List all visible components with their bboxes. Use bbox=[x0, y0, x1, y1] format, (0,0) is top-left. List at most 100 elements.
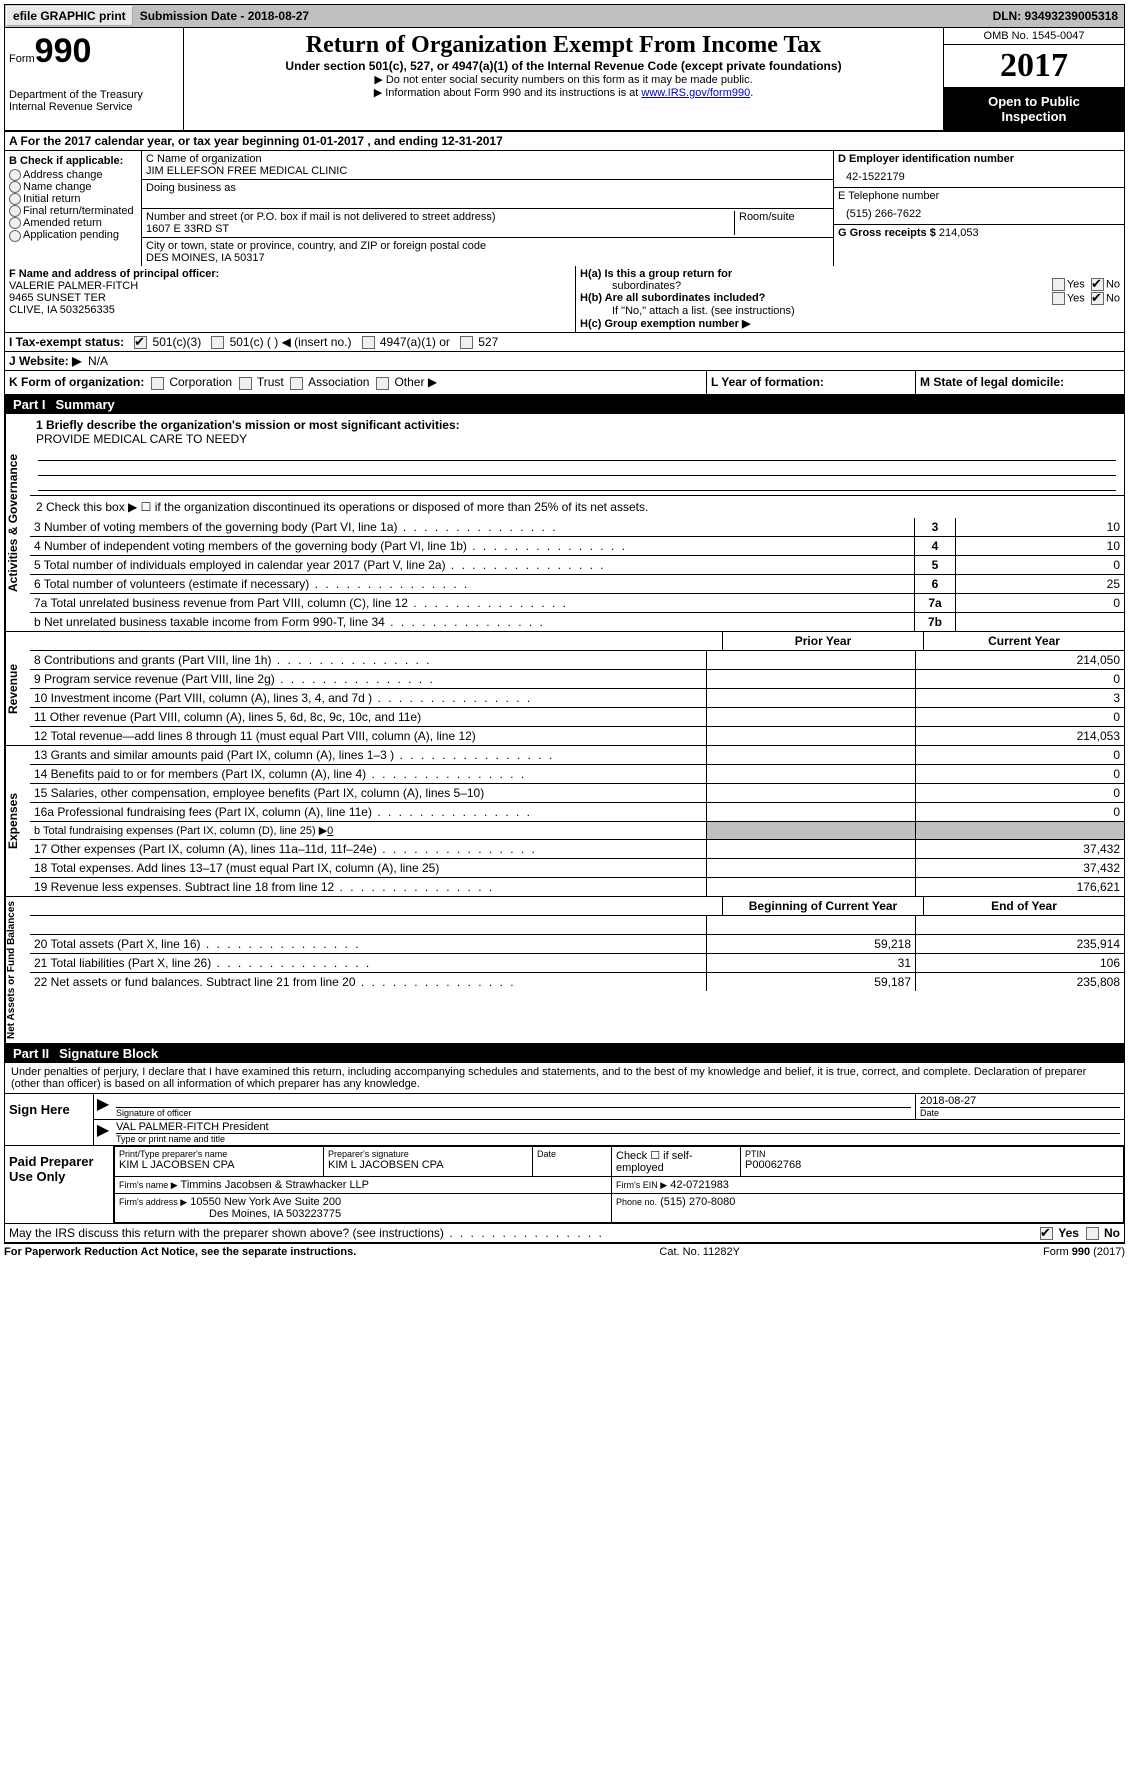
firm-name-label: Firm's name ▶ bbox=[119, 1180, 178, 1190]
gross-receipts-label: G Gross receipts $ bbox=[838, 227, 936, 239]
section-f-h: F Name and address of principal officer:… bbox=[4, 266, 1125, 333]
prep-name-label: Print/Type preparer's name bbox=[119, 1149, 319, 1159]
hb-no-label: No bbox=[1106, 292, 1120, 304]
l-label: L Year of formation: bbox=[711, 375, 824, 389]
r11: 11 Other revenue (Part VIII, column (A),… bbox=[30, 708, 706, 726]
discuss-yes-label: Yes bbox=[1058, 1226, 1079, 1240]
assoc-checkbox[interactable] bbox=[290, 377, 303, 390]
amended-return-label: Amended return bbox=[23, 217, 102, 229]
e20v: 235,914 bbox=[915, 935, 1124, 953]
other-checkbox[interactable] bbox=[376, 377, 389, 390]
form-number: 990 bbox=[35, 32, 92, 70]
row-klm: K Form of organization: Corporation Trus… bbox=[4, 371, 1125, 394]
e14: 14 Benefits paid to or for members (Part… bbox=[30, 765, 706, 783]
discuss-row: May the IRS discuss this return with the… bbox=[4, 1224, 1125, 1243]
hb-no-checkbox[interactable] bbox=[1091, 292, 1104, 305]
hc-label: H(c) Group exemption number ▶ bbox=[580, 318, 750, 330]
row-i: I Tax-exempt status: 501(c)(3) 501(c) ( … bbox=[4, 333, 1125, 352]
footer-left: For Paperwork Reduction Act Notice, see … bbox=[4, 1246, 356, 1258]
prior-year-header: Prior Year bbox=[722, 632, 923, 650]
info-prefix: ▶ Information about Form 990 and its ins… bbox=[374, 87, 642, 99]
sig-date-label: Date bbox=[920, 1108, 1120, 1118]
revenue-section: Revenue Prior YearCurrent Year 8 Contrib… bbox=[4, 632, 1125, 746]
paid-preparer-label: Paid Preparer Use Only bbox=[5, 1146, 114, 1223]
n7b: 7b bbox=[914, 613, 955, 631]
discuss-no-checkbox[interactable] bbox=[1086, 1227, 1099, 1240]
sig-officer-label: Signature of officer bbox=[116, 1108, 911, 1118]
part-1-header: Part I Summary bbox=[4, 395, 1125, 414]
header-center: Return of Organization Exempt From Incom… bbox=[184, 28, 943, 130]
irs-link[interactable]: www.IRS.gov/form990 bbox=[641, 87, 750, 99]
org-name-label: C Name of organization bbox=[146, 153, 829, 165]
officer-name: VALERIE PALMER-FITCH bbox=[9, 280, 571, 292]
part-2-num: Part II bbox=[13, 1046, 49, 1061]
a22: 22 Net assets or fund balances. Subtract… bbox=[30, 973, 706, 991]
hb-note: If "No," attach a list. (see instruction… bbox=[580, 305, 1120, 317]
v7b bbox=[955, 613, 1124, 631]
4947-checkbox[interactable] bbox=[362, 336, 375, 349]
v7a: 0 bbox=[955, 594, 1124, 612]
corp-checkbox[interactable] bbox=[151, 377, 164, 390]
address-change-radio[interactable] bbox=[9, 169, 21, 181]
header-left: Form990 Department of the Treasury Inter… bbox=[5, 28, 184, 130]
v5: 0 bbox=[955, 556, 1124, 574]
m-label: M State of legal domicile: bbox=[920, 375, 1064, 389]
street-label: Number and street (or P.O. box if mail i… bbox=[146, 211, 734, 223]
cy15: 0 bbox=[915, 784, 1124, 802]
footer: For Paperwork Reduction Act Notice, see … bbox=[4, 1243, 1125, 1260]
cy9: 0 bbox=[915, 670, 1124, 688]
e16b: b Total fundraising expenses (Part IX, c… bbox=[30, 822, 706, 839]
open-to-public: Open to Public Inspection bbox=[944, 88, 1124, 130]
initial-return-radio[interactable] bbox=[9, 193, 21, 205]
ein-value: 42-1522179 bbox=[838, 165, 1120, 185]
part-1-num: Part I bbox=[13, 397, 46, 412]
hb-yes-checkbox[interactable] bbox=[1052, 292, 1065, 305]
ha-yes-label: Yes bbox=[1067, 278, 1085, 290]
trust-checkbox[interactable] bbox=[239, 377, 252, 390]
signature-block: Under penalties of perjury, I declare th… bbox=[4, 1063, 1125, 1224]
block-bcdeg: B Check if applicable: Address change Na… bbox=[4, 151, 1125, 266]
ptin-label: PTIN bbox=[745, 1149, 1119, 1159]
activities-governance-section: Activities & Governance 1 Briefly descri… bbox=[4, 414, 1125, 632]
sig-date: 2018-08-27 bbox=[920, 1095, 1120, 1108]
name-change-label: Name change bbox=[23, 181, 92, 193]
q6: 6 Total number of volunteers (estimate i… bbox=[30, 575, 914, 593]
ha-yes-checkbox[interactable] bbox=[1052, 278, 1065, 291]
dba-label: Doing business as bbox=[146, 182, 829, 194]
officer-label: F Name and address of principal officer: bbox=[9, 268, 219, 280]
part-2-title: Signature Block bbox=[59, 1046, 158, 1061]
cy11: 0 bbox=[915, 708, 1124, 726]
name-change-radio[interactable] bbox=[9, 181, 21, 193]
expenses-tab: Expenses bbox=[5, 746, 30, 896]
4947-label: 4947(a)(1) or bbox=[380, 335, 450, 349]
r12: 12 Total revenue—add lines 8 through 11 … bbox=[30, 727, 706, 745]
application-pending-radio[interactable] bbox=[9, 230, 21, 242]
e21v: 106 bbox=[915, 954, 1124, 972]
firm-ein-label: Firm's EIN ▶ bbox=[616, 1180, 667, 1190]
firm-name: Timmins Jacobsen & Strawhacker LLP bbox=[181, 1179, 370, 1191]
501c3-label: 501(c)(3) bbox=[153, 335, 202, 349]
amended-return-radio[interactable] bbox=[9, 217, 21, 229]
prep-phone: (515) 270-8080 bbox=[660, 1196, 735, 1208]
prep-sig-label: Preparer's signature bbox=[328, 1149, 528, 1159]
q4: 4 Number of independent voting members o… bbox=[30, 537, 914, 555]
header-right: OMB No. 1545-0047 2017 Open to Public In… bbox=[943, 28, 1124, 130]
e13: 13 Grants and similar amounts paid (Part… bbox=[30, 746, 706, 764]
discuss-yes-checkbox[interactable] bbox=[1040, 1227, 1053, 1240]
final-return-radio[interactable] bbox=[9, 205, 21, 217]
phone-label: E Telephone number bbox=[838, 190, 1120, 202]
e18: 18 Total expenses. Add lines 13–17 (must… bbox=[30, 859, 706, 877]
527-checkbox[interactable] bbox=[460, 336, 473, 349]
cy10: 3 bbox=[915, 689, 1124, 707]
efile-print-button[interactable]: efile GRAPHIC print bbox=[6, 6, 133, 26]
arrow-icon-2: ▶ bbox=[94, 1120, 112, 1145]
n4: 4 bbox=[914, 537, 955, 555]
prep-name: KIM L JACOBSEN CPA bbox=[119, 1159, 319, 1171]
activities-tab: Activities & Governance bbox=[5, 414, 30, 631]
501c-checkbox[interactable] bbox=[211, 336, 224, 349]
j-label: J Website: ▶ bbox=[9, 354, 81, 368]
e22v: 235,808 bbox=[915, 973, 1124, 991]
501c3-checkbox[interactable] bbox=[134, 336, 147, 349]
q2-text: 2 Check this box ▶ ☐ if the organization… bbox=[36, 500, 648, 514]
i-label: I Tax-exempt status: bbox=[9, 335, 124, 349]
